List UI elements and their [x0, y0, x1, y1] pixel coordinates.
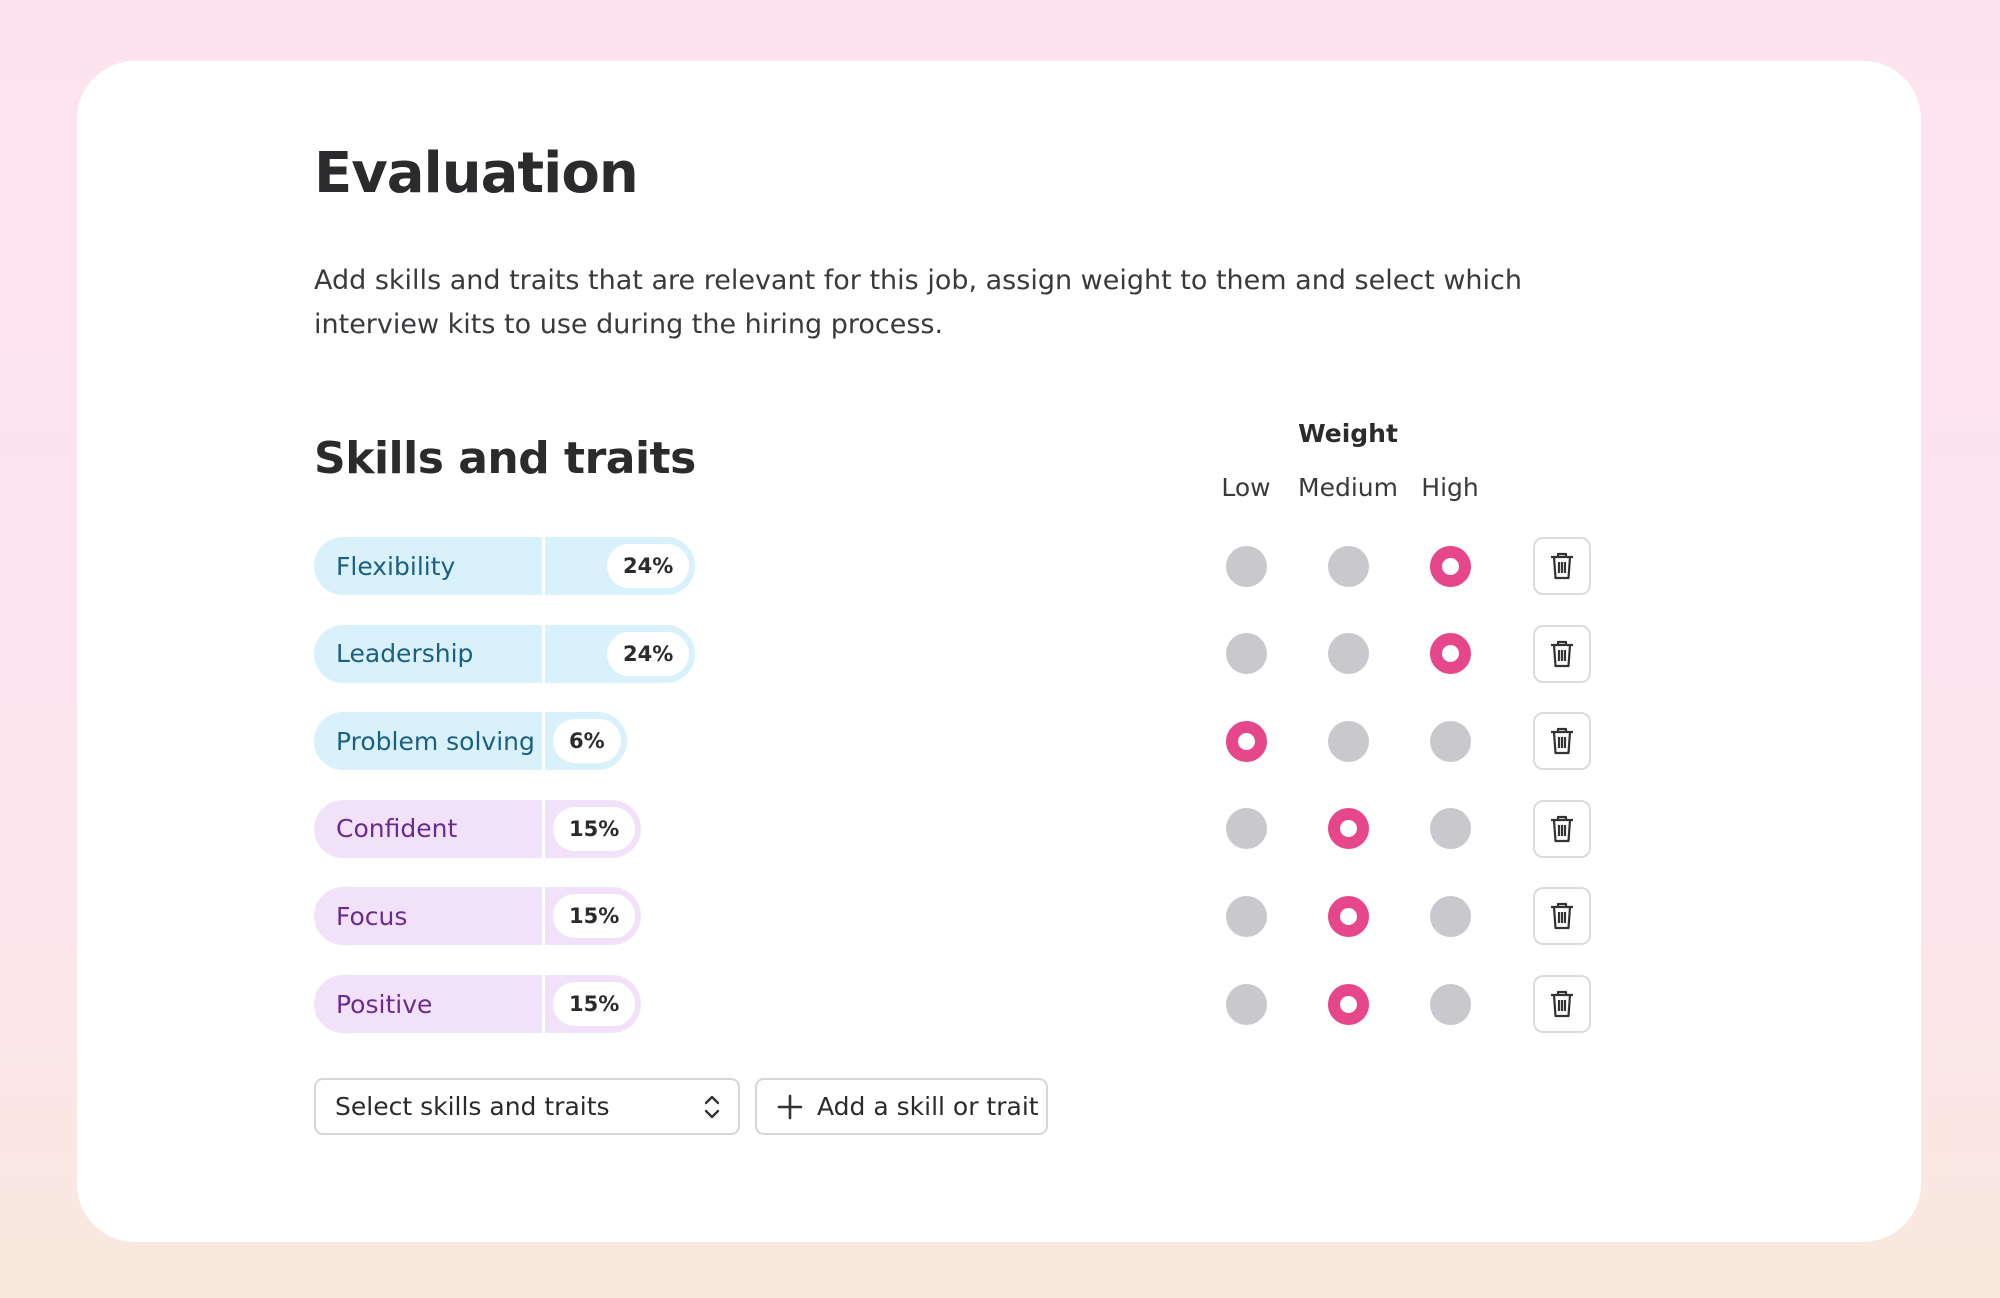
weight-header: Weight: [1298, 419, 1398, 448]
skill-percent: 15%: [553, 982, 636, 1026]
weight-radio[interactable]: [1327, 895, 1369, 937]
delete-button[interactable]: [1533, 975, 1591, 1033]
evaluation-card: Evaluation Add skills and traits that ar…: [77, 61, 1921, 1242]
section-title: Skills and traits: [314, 433, 696, 484]
weight-radio[interactable]: [1429, 895, 1471, 937]
weight-level: Medium: [1298, 473, 1398, 502]
skill-name: Positive: [314, 975, 542, 1033]
weight-level: Low: [1221, 473, 1271, 502]
skill-pill: Focus 15%: [314, 887, 642, 946]
weight-radio[interactable]: [1225, 895, 1267, 937]
trash-icon: [1551, 552, 1573, 580]
delete-button[interactable]: [1533, 887, 1591, 946]
weight-radio[interactable]: [1327, 983, 1369, 1025]
weight-radio[interactable]: [1225, 545, 1267, 587]
weight-radio[interactable]: [1327, 545, 1369, 587]
plus-icon: [777, 1094, 803, 1119]
trash-icon: [1551, 815, 1573, 842]
skill-percent-area: 15%: [545, 799, 642, 858]
skill-percent: 24%: [607, 544, 690, 588]
skill-pill: Flexibility 24%: [314, 537, 696, 595]
weight-radio[interactable]: [1429, 808, 1471, 850]
weight-radio[interactable]: [1225, 808, 1267, 850]
weight-level: High: [1421, 473, 1479, 502]
skill-name: Focus: [314, 887, 542, 946]
weight-radio[interactable]: [1225, 633, 1267, 675]
weight-radio[interactable]: [1225, 720, 1267, 762]
skill-percent-area: 24%: [545, 537, 696, 595]
skill-percent-area: 15%: [545, 887, 642, 946]
skill-name: Problem solving: [314, 712, 542, 771]
weight-radio[interactable]: [1429, 545, 1471, 587]
weight-radio[interactable]: [1429, 633, 1471, 675]
delete-button[interactable]: [1533, 537, 1591, 595]
skill-name: Leadership: [314, 624, 542, 683]
skill-percent-area: 15%: [545, 975, 642, 1033]
skill-select[interactable]: Select skills and traits: [314, 1078, 740, 1135]
skill-percent: 6%: [553, 719, 621, 764]
skill-percent: 15%: [553, 806, 636, 851]
add-skill-button[interactable]: Add a skill or trait: [755, 1078, 1048, 1135]
weight-radio[interactable]: [1429, 720, 1471, 762]
skill-percent: 15%: [553, 894, 636, 939]
weight-radio[interactable]: [1327, 633, 1369, 675]
select-placeholder: Select skills and traits: [335, 1092, 610, 1121]
delete-button[interactable]: [1533, 799, 1591, 858]
delete-button[interactable]: [1533, 624, 1591, 683]
skill-percent-area: 6%: [545, 712, 627, 771]
skill-pill: Confident 15%: [314, 799, 642, 858]
delete-button[interactable]: [1533, 712, 1591, 771]
select-chevrons: [704, 1095, 720, 1118]
add-skill-label: Add a skill or trait: [817, 1092, 1039, 1121]
skill-name: Flexibility: [314, 537, 542, 595]
page-title: Evaluation: [314, 141, 639, 206]
skill-percent: 24%: [607, 631, 690, 676]
skill-pill: Problem solving 6%: [314, 712, 627, 771]
description: Add skills and traits that are relevant …: [314, 265, 1522, 340]
weight-radio[interactable]: [1429, 983, 1471, 1025]
skill-percent-area: 24%: [545, 624, 696, 683]
trash-icon: [1551, 990, 1573, 1018]
trash-icon: [1551, 640, 1573, 667]
weight-radio[interactable]: [1327, 720, 1369, 762]
trash-icon: [1551, 903, 1573, 930]
weight-radio[interactable]: [1225, 983, 1267, 1025]
skill-pill: Leadership 24%: [314, 624, 696, 683]
weight-radio[interactable]: [1327, 808, 1369, 850]
skill-name: Confident: [314, 799, 542, 858]
trash-icon: [1551, 728, 1573, 755]
skill-pill: Positive 15%: [314, 975, 642, 1033]
